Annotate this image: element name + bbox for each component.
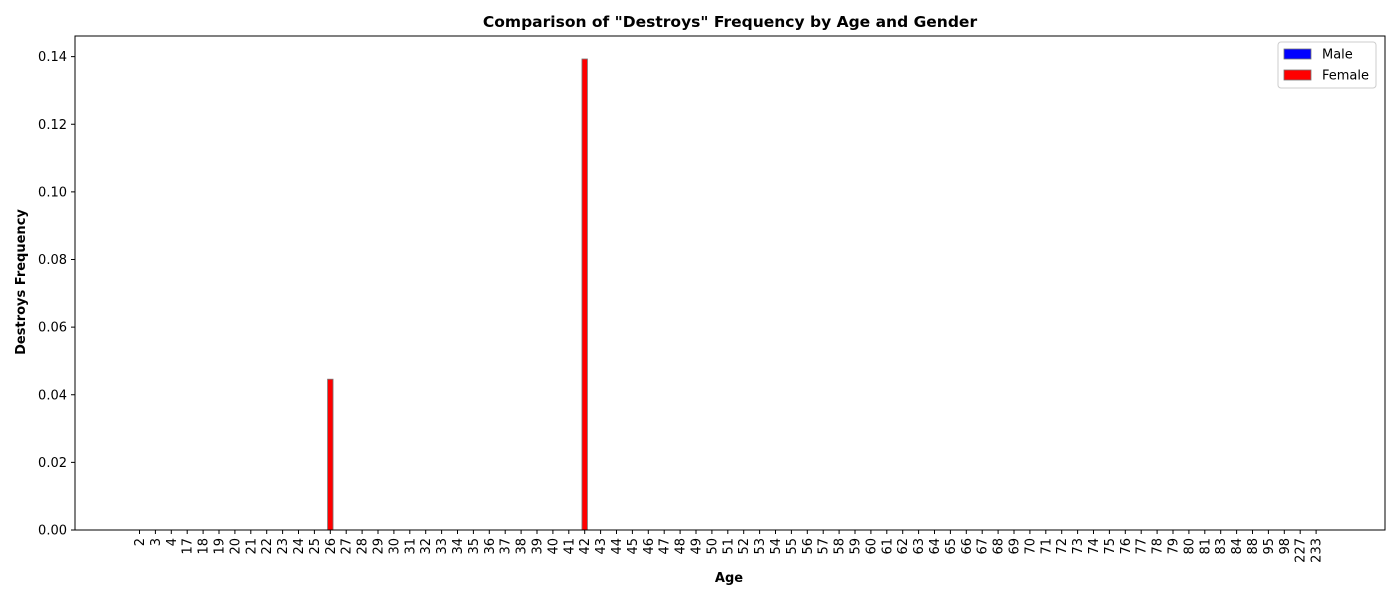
x-axis-ticks: 2 3 4 17 18 19 20 21 22 23 24 25 26 27 28 29 30 31 32 33 34 3… bbox=[133, 530, 1325, 563]
x-tick-label: 2 bbox=[133, 538, 148, 546]
y-axis-label: Destroys Frequency bbox=[14, 209, 29, 355]
x-tick-label: 57 bbox=[817, 538, 832, 555]
x-tick-label: 27 bbox=[340, 538, 355, 555]
y-tick-label: 0.14 bbox=[38, 50, 67, 65]
x-tick-label: 34 bbox=[451, 538, 466, 555]
legend: Male Female bbox=[1277, 41, 1377, 89]
x-tick-label: 95 bbox=[1262, 538, 1277, 555]
x-tick-label: 76 bbox=[1119, 538, 1134, 555]
x-tick-label: 227 bbox=[1294, 538, 1309, 563]
y-tick-label: 0.08 bbox=[38, 253, 67, 268]
x-tick-label: 67 bbox=[976, 538, 991, 555]
x-tick-label: 80 bbox=[1182, 538, 1197, 555]
x-tick-label: 47 bbox=[658, 538, 673, 555]
x-tick-label: 53 bbox=[753, 538, 768, 555]
x-tick-label: 17 bbox=[181, 538, 196, 555]
x-tick-label: 60 bbox=[864, 538, 879, 555]
x-tick-label: 66 bbox=[960, 538, 975, 555]
x-tick-label: 75 bbox=[1103, 538, 1118, 555]
x-tick-label: 39 bbox=[531, 538, 546, 555]
x-tick-label: 233 bbox=[1310, 538, 1325, 563]
x-tick-label: 25 bbox=[308, 538, 323, 555]
x-tick-label: 98 bbox=[1278, 538, 1293, 555]
y-axis-ticks: 0.00 0.02 0.04 0.06 0.08 0.10 0.12 0.14 bbox=[38, 50, 75, 539]
x-tick-label: 28 bbox=[356, 538, 371, 555]
x-tick-label: 41 bbox=[562, 538, 577, 555]
bar-female-age-26 bbox=[327, 378, 334, 531]
x-tick-label: 58 bbox=[833, 538, 848, 555]
x-tick-label: 21 bbox=[244, 538, 259, 555]
x-tick-label: 19 bbox=[213, 538, 228, 555]
x-tick-label: 30 bbox=[387, 538, 402, 555]
x-tick-label: 83 bbox=[1214, 538, 1229, 555]
x-tick-label: 48 bbox=[674, 538, 689, 555]
legend-swatch-male bbox=[1283, 48, 1312, 60]
x-tick-label: 65 bbox=[944, 538, 959, 555]
x-tick-label: 63 bbox=[912, 538, 927, 555]
y-tick-label: 0.00 bbox=[38, 524, 67, 539]
x-tick-label: 71 bbox=[1039, 538, 1054, 555]
x-tick-label: 44 bbox=[610, 538, 625, 555]
x-tick-label: 3 bbox=[149, 538, 164, 546]
x-tick-label: 54 bbox=[769, 538, 784, 555]
x-tick-label: 42 bbox=[578, 538, 593, 555]
x-axis-label: Age bbox=[715, 571, 743, 586]
x-tick-label: 49 bbox=[690, 538, 705, 555]
x-tick-label: 24 bbox=[292, 538, 307, 555]
x-tick-label: 62 bbox=[896, 538, 911, 555]
x-tick-label: 29 bbox=[372, 538, 387, 555]
y-tick-label: 0.06 bbox=[38, 321, 67, 336]
x-tick-label: 31 bbox=[403, 538, 418, 555]
x-tick-label: 88 bbox=[1246, 538, 1261, 555]
x-tick-label: 35 bbox=[467, 538, 482, 555]
y-tick-label: 0.12 bbox=[38, 118, 67, 133]
x-tick-label: 36 bbox=[483, 538, 498, 555]
x-tick-label: 22 bbox=[260, 538, 275, 555]
x-tick-label: 33 bbox=[435, 538, 450, 555]
x-tick-label: 52 bbox=[737, 538, 752, 555]
x-tick-label: 59 bbox=[849, 538, 864, 555]
x-tick-label: 55 bbox=[785, 538, 800, 555]
x-tick-label: 23 bbox=[276, 538, 291, 555]
legend-label-male: Male bbox=[1322, 48, 1353, 63]
x-tick-label: 37 bbox=[499, 538, 514, 555]
x-tick-label: 68 bbox=[992, 538, 1007, 555]
x-tick-label: 79 bbox=[1167, 538, 1182, 555]
y-tick-label: 0.04 bbox=[38, 388, 67, 403]
plot-frame bbox=[74, 35, 1386, 531]
x-tick-label: 20 bbox=[228, 538, 243, 555]
x-tick-label: 45 bbox=[626, 538, 641, 555]
x-tick-label: 43 bbox=[594, 538, 609, 555]
x-tick-label: 46 bbox=[642, 538, 657, 555]
bars-layer bbox=[327, 58, 588, 531]
x-tick-label: 51 bbox=[721, 538, 736, 555]
x-tick-label: 69 bbox=[1008, 538, 1023, 555]
x-tick-label: 56 bbox=[801, 538, 816, 555]
x-tick-label: 70 bbox=[1023, 538, 1038, 555]
x-tick-label: 78 bbox=[1151, 538, 1166, 555]
legend-label-female: Female bbox=[1322, 69, 1369, 84]
x-tick-label: 26 bbox=[324, 538, 339, 555]
x-tick-label: 84 bbox=[1230, 538, 1245, 555]
y-tick-label: 0.10 bbox=[38, 185, 67, 200]
x-tick-label: 81 bbox=[1198, 538, 1213, 555]
x-tick-label: 77 bbox=[1135, 538, 1150, 555]
x-tick-label: 64 bbox=[928, 538, 943, 555]
x-tick-label: 61 bbox=[880, 538, 895, 555]
x-tick-label: 74 bbox=[1087, 538, 1102, 555]
x-tick-label: 73 bbox=[1071, 538, 1086, 555]
chart-title: Comparison of "Destroys" Frequency by Ag… bbox=[483, 13, 978, 31]
x-tick-label: 50 bbox=[705, 538, 720, 555]
legend-swatch-female bbox=[1283, 69, 1312, 81]
x-tick-label: 18 bbox=[197, 538, 212, 555]
bar-female-age-42 bbox=[581, 58, 588, 531]
x-tick-label: 38 bbox=[515, 538, 530, 555]
x-tick-label: 4 bbox=[165, 538, 180, 546]
x-tick-label: 40 bbox=[546, 538, 561, 555]
y-tick-label: 0.02 bbox=[38, 456, 67, 471]
x-tick-label: 72 bbox=[1055, 538, 1070, 555]
x-tick-label: 32 bbox=[419, 538, 434, 555]
